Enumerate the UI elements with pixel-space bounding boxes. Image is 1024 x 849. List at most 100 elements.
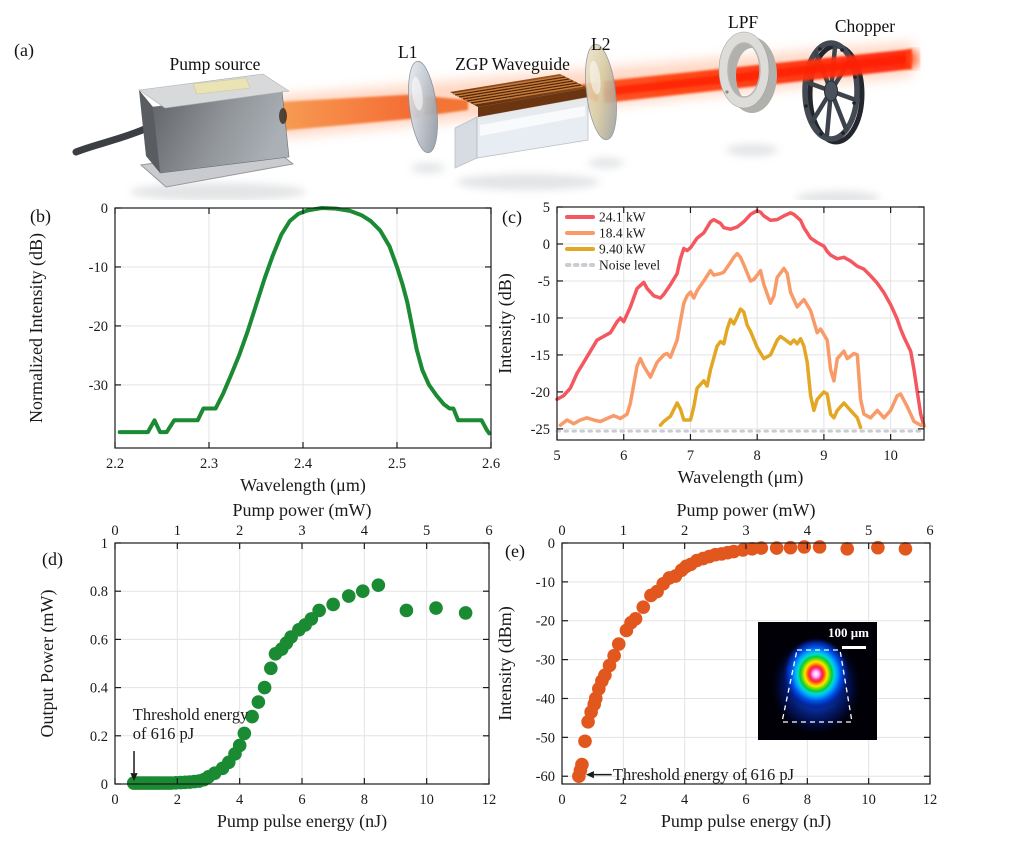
svg-text:2.4: 2.4	[294, 456, 313, 472]
svg-text:Threshold energy of 616 pJ: Threshold energy of 616 pJ	[613, 765, 795, 784]
pump-source-device	[72, 73, 295, 188]
svg-text:2: 2	[174, 792, 181, 808]
scale-bar	[842, 646, 866, 649]
svg-text:1: 1	[101, 536, 108, 552]
svg-text:-20: -20	[531, 385, 550, 401]
svg-text:10: 10	[883, 448, 898, 464]
chart-b: 2.2 2.3 2.4 2.5 2.6 0 -10 -20 -30 Wavelength (μm)…	[26, 201, 500, 496]
svg-text:2: 2	[681, 523, 688, 539]
svg-text:8: 8	[361, 792, 368, 808]
svg-text:-30: -30	[536, 653, 555, 669]
lpf-label: LPF	[728, 12, 759, 32]
svg-text:0.2: 0.2	[90, 729, 108, 745]
svg-text:2.3: 2.3	[200, 456, 218, 472]
svg-text:8: 8	[804, 792, 811, 808]
l1-label: L1	[398, 42, 418, 62]
svg-text:0.4: 0.4	[90, 681, 109, 697]
beam-profile-inset: 100 μm	[758, 622, 877, 740]
svg-text:of 616 pJ: of 616 pJ	[133, 724, 195, 743]
svg-text:3: 3	[742, 523, 749, 539]
svg-text:-10: -10	[89, 260, 108, 276]
beam-profile-image	[758, 622, 877, 740]
svg-text:10: 10	[861, 792, 876, 808]
svg-text:9.40 kW: 9.40 kW	[599, 242, 646, 257]
waveguide-facet-outline	[781, 649, 853, 723]
svg-text:4: 4	[804, 523, 812, 539]
svg-text:5: 5	[865, 523, 872, 539]
svg-text:6: 6	[298, 792, 305, 808]
laser-beam-segment-1	[278, 94, 420, 131]
panel-c-tag: (c)	[502, 207, 522, 227]
scale-bar-label: 100 μm	[828, 625, 869, 640]
zgp-waveguide	[450, 74, 589, 169]
l2-label: L2	[591, 34, 611, 54]
svg-text:4: 4	[361, 523, 369, 539]
svg-text:Wavelength (μm): Wavelength (μm)	[240, 475, 366, 496]
svg-text:-5: -5	[538, 274, 550, 290]
svg-text:-60: -60	[536, 769, 555, 785]
svg-text:4: 4	[236, 792, 244, 808]
lens-l1	[408, 60, 438, 154]
svg-text:24.1 kW: 24.1 kW	[599, 210, 646, 225]
svg-text:-20: -20	[89, 319, 108, 335]
svg-text:Pump power (mW): Pump power (mW)	[233, 500, 372, 521]
svg-text:Pump pulse energy (nJ): Pump pulse energy (nJ)	[217, 811, 387, 832]
svg-text:-10: -10	[531, 311, 550, 327]
svg-text:6: 6	[620, 448, 627, 464]
svg-text:0: 0	[543, 237, 550, 253]
svg-text:Output Power (mW): Output Power (mW)	[37, 590, 58, 738]
svg-text:0: 0	[111, 523, 118, 539]
svg-text:-15: -15	[531, 348, 550, 364]
svg-text:2.6: 2.6	[482, 456, 500, 472]
svg-text:0: 0	[101, 777, 108, 793]
chopper-label: Chopper	[834, 16, 896, 36]
svg-text:6: 6	[926, 523, 933, 539]
svg-text:Intensity (dB): Intensity (dB)	[495, 273, 516, 374]
svg-text:Noise level: Noise level	[599, 258, 660, 273]
laser-beam-tip	[907, 49, 919, 69]
svg-text:0.8: 0.8	[90, 584, 108, 600]
chart-c: 5 6 7 8 9 10 5 0 -5 -10 -15 -20 -25 Wavelength (μm) In…	[495, 200, 926, 488]
zgp-waveguide-label: ZGP Waveguide	[455, 54, 570, 74]
panel-d-tag: (d)	[42, 549, 63, 569]
svg-text:5: 5	[423, 523, 430, 539]
svg-text:12: 12	[923, 792, 938, 808]
svg-text:-20: -20	[536, 614, 555, 630]
svg-text:Wavelength (μm): Wavelength (μm)	[678, 467, 804, 488]
pump-source-label: Pump source	[169, 54, 261, 74]
svg-text:5: 5	[543, 200, 550, 216]
svg-text:8: 8	[754, 448, 761, 464]
svg-text:0: 0	[558, 523, 565, 539]
svg-text:-40: -40	[536, 691, 555, 707]
svg-text:0: 0	[548, 536, 555, 552]
svg-text:1: 1	[620, 523, 627, 539]
svg-text:3: 3	[298, 523, 305, 539]
svg-text:Pump pulse energy (nJ): Pump pulse energy (nJ)	[661, 811, 831, 832]
svg-text:Normalized Intensity (dB): Normalized Intensity (dB)	[26, 233, 47, 423]
svg-text:12: 12	[482, 792, 497, 808]
panel-e-tag: (e)	[505, 541, 525, 561]
svg-text:Intensity (dBm): Intensity (dBm)	[495, 606, 516, 721]
svg-text:2: 2	[620, 792, 627, 808]
laser-beam-core	[604, 54, 912, 96]
panel-a-tag: (a)	[14, 40, 34, 60]
svg-text:-10: -10	[536, 575, 555, 591]
setup-diagram	[72, 31, 919, 200]
svg-text:4: 4	[681, 792, 689, 808]
svg-text:2.2: 2.2	[106, 456, 124, 472]
svg-text:5: 5	[553, 448, 560, 464]
svg-text:Threshold energy: Threshold energy	[133, 705, 249, 724]
svg-text:-25: -25	[531, 422, 550, 438]
svg-text:1: 1	[174, 523, 181, 539]
lens-l2	[585, 43, 617, 141]
svg-text:10: 10	[419, 792, 434, 808]
svg-text:0: 0	[558, 792, 565, 808]
svg-text:0: 0	[111, 792, 118, 808]
svg-text:9: 9	[820, 448, 827, 464]
svg-text:0: 0	[101, 201, 108, 217]
svg-text:18.4 kW: 18.4 kW	[599, 226, 646, 241]
